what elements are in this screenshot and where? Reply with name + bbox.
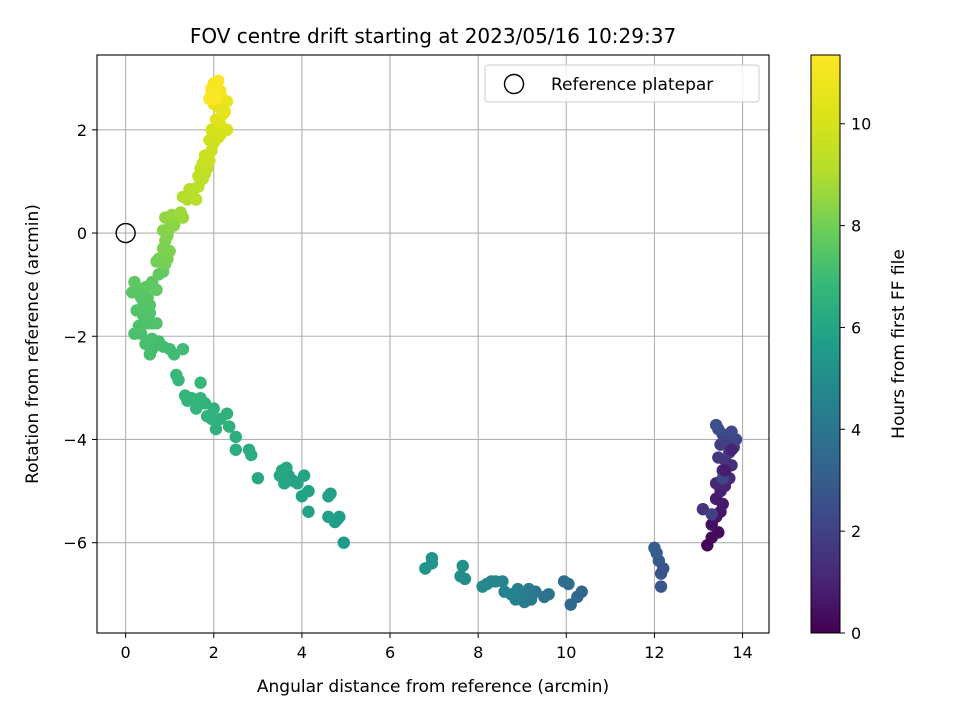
y-tick-label: −2	[63, 327, 87, 346]
drift-point	[718, 464, 732, 477]
drift-point	[150, 283, 163, 297]
drift-point	[564, 598, 577, 611]
x-tick-label: 10	[556, 643, 576, 662]
legend-marker-icon	[503, 73, 525, 95]
drift-point	[322, 510, 335, 524]
drift-point	[324, 487, 337, 500]
drift-point	[229, 430, 243, 444]
drift-point	[143, 348, 157, 361]
y-tick-label: −6	[63, 534, 87, 553]
drift-point	[174, 206, 187, 219]
drift-point	[725, 443, 738, 456]
drift-point	[454, 570, 467, 583]
drift-point	[214, 128, 227, 142]
colorbar-tick-label: 10	[851, 115, 871, 134]
y-tick-label: 0	[77, 224, 87, 243]
drift-point	[229, 443, 243, 456]
drift-point	[216, 102, 229, 116]
drift-point	[709, 418, 723, 432]
drift-point	[189, 193, 203, 206]
colorbar-tick-label: 4	[851, 420, 861, 439]
x-axis-label: Angular distance from reference (arcmin)	[257, 677, 609, 697]
colorbar-tick-label: 2	[851, 522, 861, 541]
drift-point	[654, 567, 668, 580]
data-points	[126, 74, 743, 611]
drift-point	[128, 275, 141, 289]
drift-point	[150, 317, 163, 330]
drift-point	[648, 541, 661, 555]
drift-point	[712, 451, 725, 464]
drift-point	[145, 332, 159, 346]
drift-point	[705, 508, 718, 521]
drift-point	[203, 92, 216, 106]
drift-point	[178, 389, 192, 402]
plot-frame	[96, 54, 770, 634]
legend-box	[484, 64, 760, 103]
y-tick-label: −4	[63, 430, 87, 449]
drift-point	[419, 562, 432, 575]
colorbar-tick-label: 0	[851, 624, 861, 643]
colorbar-ticks: 0 2 4 6 8 10	[840, 115, 871, 643]
drift-point	[200, 410, 214, 423]
drift-point	[214, 412, 227, 426]
drift-point	[654, 580, 668, 593]
y-axis-ticks: −6 −4 −2 0 2	[63, 121, 97, 553]
x-tick-label: 0	[121, 643, 131, 662]
drift-point	[189, 402, 203, 415]
drift-point	[273, 469, 287, 482]
colorbar-gradient	[810, 54, 841, 634]
drift-point	[209, 422, 223, 436]
y-tick-label: 2	[77, 121, 87, 140]
drift-point	[141, 291, 154, 304]
x-tick-label: 4	[297, 643, 307, 662]
legend-entry-reference-platepar: Reference platepar	[551, 75, 713, 95]
x-tick-label: 12	[644, 643, 664, 662]
drift-point	[498, 585, 511, 598]
drift-point	[170, 368, 183, 382]
x-tick-label: 2	[209, 643, 219, 662]
colorbar-label: Hours from first FF file	[889, 249, 909, 439]
drift-point	[194, 376, 207, 389]
drift-point	[251, 471, 265, 485]
y-axis-label: Rotation from reference (arcmin)	[23, 204, 43, 484]
drift-point	[557, 575, 571, 588]
legend: Reference platepar	[484, 64, 760, 103]
drift-point	[242, 443, 256, 456]
grid-lines	[97, 55, 769, 633]
x-axis-ticks: 0 2 4 6 8 10 12 14	[121, 633, 753, 662]
colorbar: 0 2 4 6 8 10 Hours from first FF file	[810, 54, 909, 643]
drift-point	[456, 559, 469, 573]
drift-point	[211, 74, 225, 88]
colorbar-tick-label: 8	[851, 217, 861, 236]
x-tick-label: 8	[473, 643, 483, 662]
drift-point	[337, 536, 350, 549]
drift-point	[295, 490, 309, 503]
colorbar-tick-label: 6	[851, 318, 861, 337]
x-tick-label: 6	[385, 643, 395, 662]
drift-point	[302, 505, 315, 518]
drift-point	[194, 391, 207, 405]
drift-point	[725, 425, 738, 438]
chart-title: FOV centre drift starting at 2023/05/16 …	[190, 24, 676, 48]
drift-point	[222, 420, 236, 433]
drift-point	[476, 580, 489, 593]
reference-platepar-marker	[115, 222, 136, 244]
x-tick-label: 14	[732, 643, 752, 662]
